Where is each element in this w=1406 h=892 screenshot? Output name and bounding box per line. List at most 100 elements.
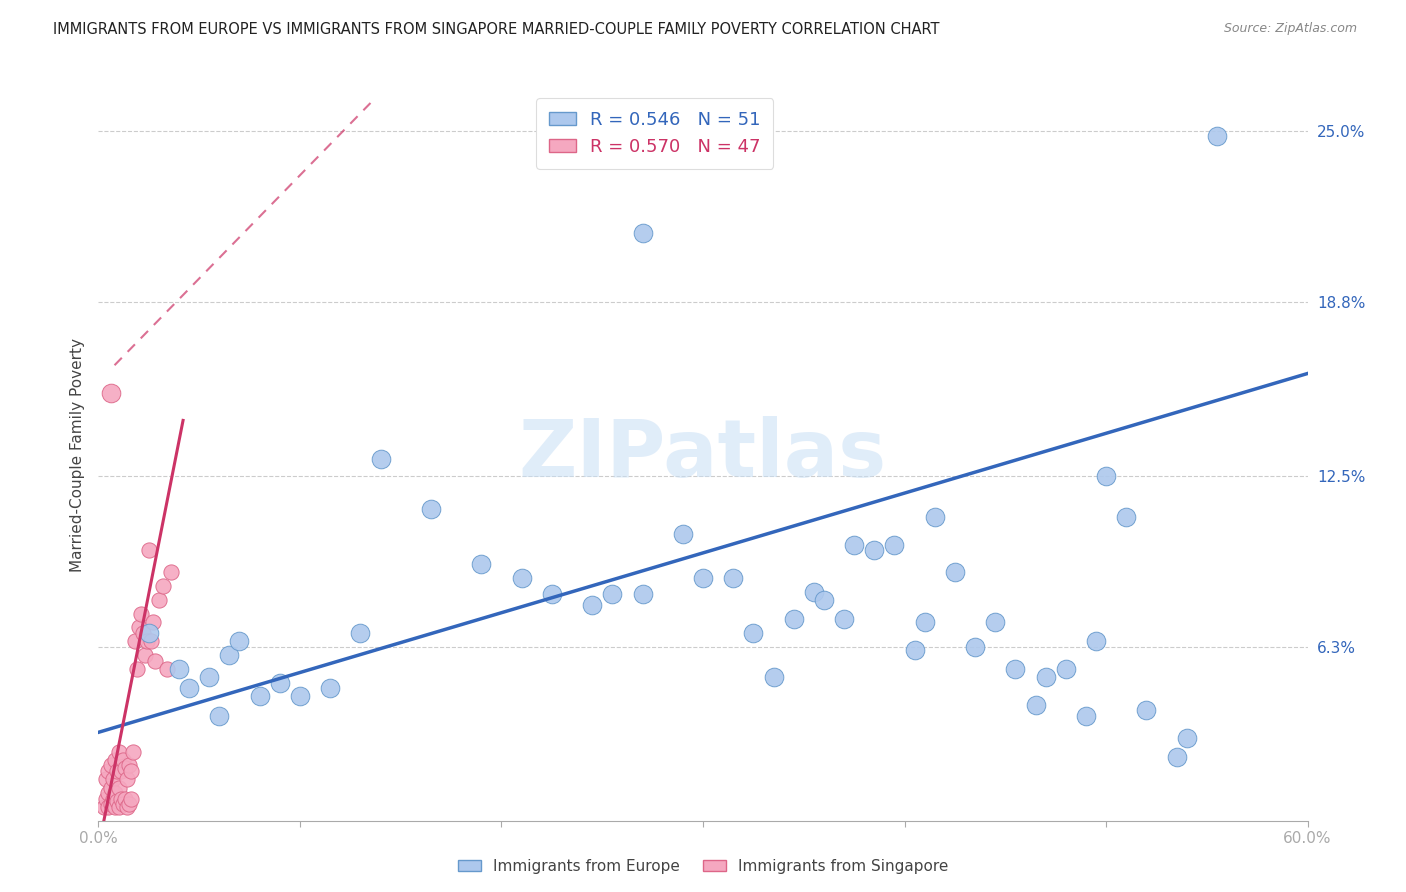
Point [105,764,128,778]
Point [924,510,946,524]
Point [863,543,886,558]
Point [723,571,745,585]
Point [96,772,118,787]
Point [943,566,966,580]
Point [97,786,120,800]
Point [110,764,132,778]
Point [100,780,122,795]
Point [105,794,128,808]
Point [138,543,160,558]
Point [904,642,927,657]
Point [1054,662,1077,676]
Point [1115,510,1137,524]
Point [581,599,603,613]
Point [813,592,835,607]
Point [269,675,291,690]
Point [1175,731,1198,745]
Point [120,764,142,778]
Point [1166,750,1188,764]
Point [107,800,129,814]
Point [198,670,221,684]
Point [120,791,142,805]
Point [844,538,866,552]
Point [134,648,156,662]
Legend: Immigrants from Europe, Immigrants from Singapore: Immigrants from Europe, Immigrants from … [451,853,955,880]
Point [115,800,138,814]
Point [914,615,936,629]
Point [114,791,136,805]
Point [160,566,183,580]
Point [470,557,492,571]
Point [100,758,122,772]
Point [228,634,250,648]
Point [540,587,562,601]
Point [1085,634,1108,648]
Y-axis label: Married-Couple Family Poverty: Married-Couple Family Poverty [69,338,84,572]
Point [965,640,987,654]
Point [420,501,443,516]
Point [148,592,170,607]
Point [100,385,122,400]
Point [111,753,134,767]
Point [742,626,765,640]
Point [107,745,129,759]
Point [218,648,240,662]
Text: IMMIGRANTS FROM EUROPE VS IMMIGRANTS FROM SINGAPORE MARRIED-COUPLE FAMILY POVERT: IMMIGRANTS FROM EUROPE VS IMMIGRANTS FRO… [53,22,941,37]
Point [832,612,855,626]
Point [602,587,624,601]
Point [370,452,392,467]
Point [142,615,165,629]
Point [114,761,136,775]
Point [135,634,157,648]
Point [692,571,714,585]
Point [319,681,342,695]
Point [762,670,785,684]
Point [115,772,138,787]
Point [132,626,155,640]
Point [783,612,806,626]
Point [1074,708,1097,723]
Point [97,764,120,778]
Point [672,526,695,541]
Point [208,708,231,723]
Point [93,800,115,814]
Point [631,587,654,601]
Point [156,662,179,676]
Point [111,797,134,811]
Point [138,626,160,640]
Point [107,780,129,795]
Point [1004,662,1026,676]
Point [1035,670,1057,684]
Point [103,786,125,800]
Point [288,690,311,704]
Point [103,800,125,814]
Point [125,662,148,676]
Point [249,690,271,704]
Text: Source: ZipAtlas.com: Source: ZipAtlas.com [1223,22,1357,36]
Point [179,681,201,695]
Point [510,571,533,585]
Point [1135,703,1157,717]
Point [96,791,118,805]
Point [110,791,132,805]
Legend: R = 0.546   N = 51, R = 0.570   N = 47: R = 0.546 N = 51, R = 0.570 N = 47 [536,98,773,169]
Point [631,226,654,240]
Point [124,634,146,648]
Point [984,615,1007,629]
Point [803,584,825,599]
Text: ZIPatlas: ZIPatlas [519,416,887,494]
Point [1206,129,1229,144]
Point [118,797,141,811]
Point [121,745,143,759]
Point [128,620,150,634]
Point [97,800,120,814]
Point [101,791,124,805]
Point [100,797,122,811]
Point [139,634,162,648]
Point [1095,468,1118,483]
Point [103,753,125,767]
Point [101,772,124,787]
Point [129,607,152,621]
Point [152,579,174,593]
Point [143,654,166,668]
